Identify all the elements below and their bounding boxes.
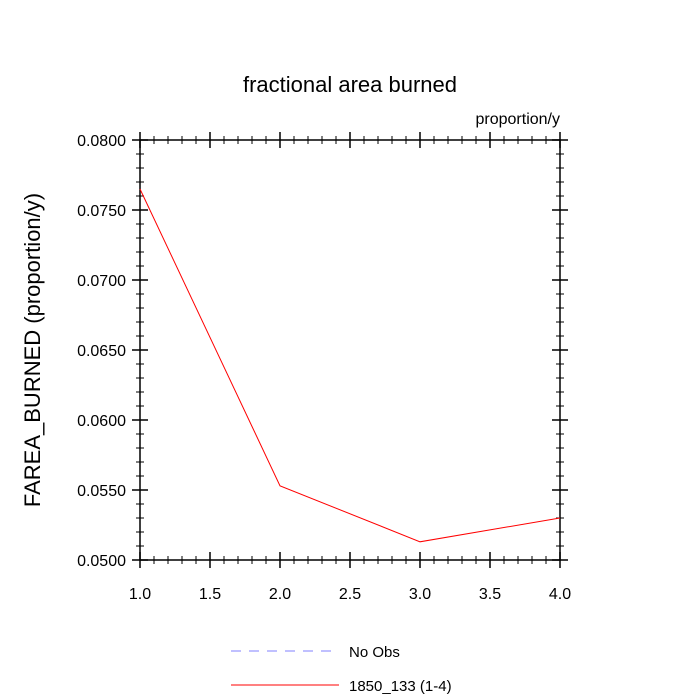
y-tick-label: 0.0800 bbox=[77, 133, 126, 150]
series-line bbox=[139, 188, 561, 543]
x-tick-label: 1.5 bbox=[199, 586, 221, 603]
y-tick-label: 0.0600 bbox=[77, 413, 126, 430]
x-tick-label: 4.0 bbox=[549, 586, 571, 603]
y-axis-label: FAREA_BURNED (proportion/y) bbox=[20, 193, 45, 507]
y-tick-label: 0.0650 bbox=[77, 343, 126, 360]
chart-title: fractional area burned bbox=[243, 72, 457, 97]
legend-label: No Obs bbox=[349, 644, 400, 661]
x-tick-label: 3.0 bbox=[409, 586, 431, 603]
x-tick-label: 2.5 bbox=[339, 586, 361, 603]
legend-label: 1850_133 (1-4) bbox=[349, 678, 452, 695]
axis-ticks: 1.0 1.5 2.0 2.5 3.0 3.5 4.0 0.0500 0.0550 0.0600 0… bbox=[77, 132, 571, 603]
plot-frame bbox=[139, 139, 561, 561]
y-tick-label: 0.0500 bbox=[77, 553, 126, 570]
units-label: proportion/y bbox=[476, 111, 561, 128]
y-tick-label: 0.0700 bbox=[77, 273, 126, 290]
plot-area bbox=[139, 139, 561, 561]
y-tick-label: 0.0750 bbox=[77, 203, 126, 220]
x-tick-label: 3.5 bbox=[479, 586, 501, 603]
x-tick-label: 2.0 bbox=[269, 586, 291, 603]
x-tick-label: 1.0 bbox=[129, 586, 151, 603]
y-tick-label: 0.0550 bbox=[77, 483, 126, 500]
legend: No Obs 1850_133 (1-4) bbox=[231, 644, 452, 695]
